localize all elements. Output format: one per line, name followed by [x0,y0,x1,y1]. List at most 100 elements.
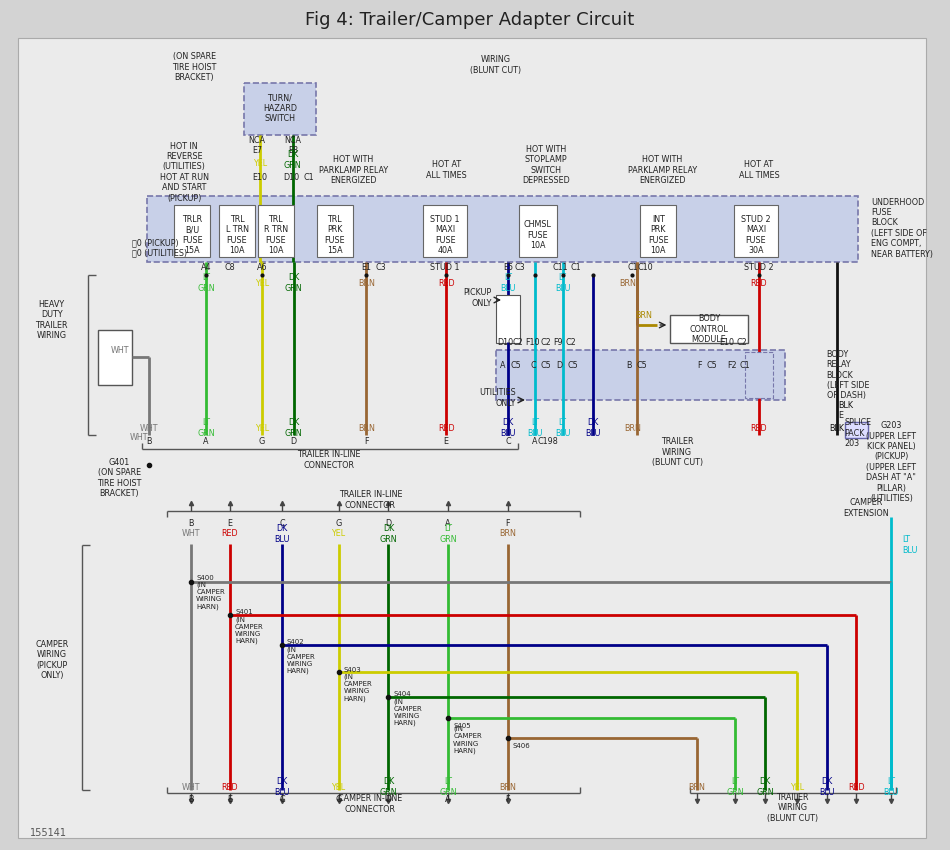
Text: CAMPER
EXTENSION: CAMPER EXTENSION [844,498,889,518]
Text: RED: RED [438,279,454,287]
Text: C5: C5 [637,360,648,370]
Text: D: D [291,437,296,445]
Bar [244,83,315,135]
Text: HOT AT
ALL TIMES: HOT AT ALL TIMES [426,161,466,179]
Text: WHT: WHT [110,345,129,354]
Text: CHMSL
FUSE
10A: CHMSL FUSE 10A [523,220,552,250]
Text: S404
(IN
CAMPER
WIRING
HARN): S404 (IN CAMPER WIRING HARN) [393,692,422,727]
Text: F10: F10 [525,337,540,347]
Text: G401
(ON SPARE
TIRE HOIST
BRACKET): G401 (ON SPARE TIRE HOIST BRACKET) [97,458,142,498]
Text: CAMPER IN-LINE
CONNECTOR: CAMPER IN-LINE CONNECTOR [338,794,403,813]
Bar [734,205,778,257]
Text: RED: RED [848,783,864,791]
Bar [496,295,520,343]
Text: TRAILER
WIRING
(BLUNT CUT): TRAILER WIRING (BLUNT CUT) [652,437,703,467]
Text: C2: C2 [512,337,523,347]
Text: LT
BLU: LT BLU [902,536,918,555]
Text: RED: RED [221,530,238,539]
Text: F: F [697,360,701,370]
Text: C3: C3 [375,264,386,273]
Text: WHT: WHT [141,423,159,433]
Text: LT
GRN: LT GRN [198,274,215,292]
Text: C3: C3 [515,264,525,273]
Text: S403
(IN
CAMPER
WIRING
HARN): S403 (IN CAMPER WIRING HARN) [344,666,372,701]
Text: E8: E8 [288,145,297,155]
Text: TRL
L TRN
FUSE
10A: TRL L TRN FUSE 10A [225,215,249,255]
Text: RED: RED [750,279,768,287]
Bar [98,330,132,385]
Bar [745,352,773,398]
Text: D10: D10 [284,173,300,182]
Text: LT
BLU: LT BLU [555,274,570,292]
Text: C10: C10 [637,264,654,273]
Text: C: C [530,360,536,370]
Text: C8: C8 [225,264,236,273]
Text: TRAILER
WIRING
(BLUNT CUT): TRAILER WIRING (BLUNT CUT) [768,793,818,823]
Text: LT
GRN: LT GRN [439,777,457,796]
Text: DK
GRN: DK GRN [284,150,301,170]
Text: DK
BLU: DK BLU [585,418,600,438]
Text: C5: C5 [707,360,717,370]
Text: D10: D10 [497,337,513,347]
Text: E10: E10 [719,337,734,347]
Text: BRN: BRN [636,310,653,320]
Text: A: A [501,360,505,370]
Text: S401
(IN
CAMPER
WIRING
HARN): S401 (IN CAMPER WIRING HARN) [235,609,264,644]
Text: LT
GRN: LT GRN [726,777,744,796]
Bar [424,205,467,257]
Text: CAMPER
WIRING
(PICKUP
ONLY): CAMPER WIRING (PICKUP ONLY) [35,640,68,680]
Text: TRAILER IN-LINE
CONNECTOR: TRAILER IN-LINE CONNECTOR [339,490,402,510]
Text: A6: A6 [256,264,267,273]
Text: NCA: NCA [284,135,301,144]
Bar [640,205,676,257]
Text: STUD 2
MAXI
FUSE
30A: STUD 2 MAXI FUSE 30A [741,215,770,255]
Text: BRN: BRN [500,783,517,791]
Text: NCA: NCA [249,135,265,144]
Text: LT
BLU: LT BLU [884,777,899,796]
Text: RED: RED [438,423,454,433]
Text: BRN: BRN [689,783,706,791]
Text: BRN: BRN [358,279,375,287]
Bar [174,205,210,257]
Bar [316,205,352,257]
Text: WHT: WHT [182,783,200,791]
Text: ⑀0 (PICKUP): ⑀0 (PICKUP) [132,239,180,247]
Text: BRN: BRN [619,279,636,287]
Text: E1: E1 [362,264,371,273]
Text: WHT: WHT [182,530,200,539]
Text: YEL: YEL [255,279,269,287]
Text: LT
GRN: LT GRN [198,418,215,438]
Text: E5: E5 [503,264,513,273]
Text: C1: C1 [740,360,751,370]
Text: E: E [228,796,233,804]
Bar [519,205,557,257]
Text: G: G [335,796,342,804]
Bar [258,205,294,257]
Text: LT
GRN: LT GRN [439,524,457,544]
Text: E: E [839,411,844,420]
Text: Fig 4: Trailer/Camper Adapter Circuit: Fig 4: Trailer/Camper Adapter Circuit [306,11,635,29]
Text: C1: C1 [570,264,581,273]
Text: BRN: BRN [624,423,641,433]
Text: D: D [386,518,391,528]
Text: LT
BLU: LT BLU [500,274,516,292]
Text: UTILITIES
ONLY: UTILITIES ONLY [479,388,516,408]
Text: DK
GRN: DK GRN [756,777,773,796]
Text: DK
BLU: DK BLU [500,418,516,438]
Bar [496,350,785,400]
Text: HOT WITH
PARKLAMP RELAY
ENERGIZED: HOT WITH PARKLAMP RELAY ENERGIZED [628,155,697,185]
Text: C198: C198 [538,437,559,445]
Text: DK
GRN: DK GRN [285,274,303,292]
Text: BRN: BRN [500,530,517,539]
Text: YEL: YEL [789,783,804,791]
Text: RED: RED [750,423,768,433]
Text: STUD 1
MAXI
FUSE
40A: STUD 1 MAXI FUSE 40A [430,215,460,255]
Text: C5: C5 [541,360,551,370]
Text: DK
BLU: DK BLU [275,777,290,796]
Text: F9: F9 [553,337,562,347]
Text: TRLR
B/U
FUSE
15A: TRLR B/U FUSE 15A [181,215,202,255]
Text: YEL: YEL [332,783,346,791]
Text: S405: S405 [453,723,471,729]
Text: G203
(UPPER LEFT
KICK PANEL)
(PICKUP)
(UPPER LEFT
DASH AT "A"
PILLAR)
(UTILITIES: G203 (UPPER LEFT KICK PANEL) (PICKUP) (U… [866,421,917,503]
Text: DK
BLU: DK BLU [819,777,834,796]
